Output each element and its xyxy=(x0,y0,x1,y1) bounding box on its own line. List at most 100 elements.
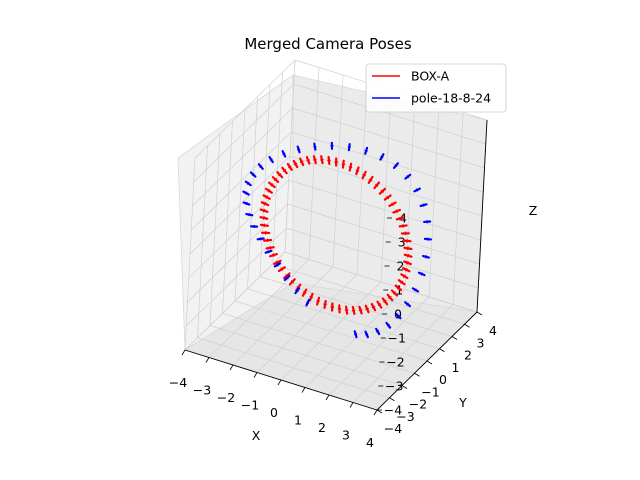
y-tick xyxy=(414,372,420,377)
x-tick xyxy=(253,372,258,378)
x-tick xyxy=(373,409,378,416)
pose-axis-pole xyxy=(420,272,423,276)
grid-line xyxy=(452,112,464,305)
z-axis-label: Z xyxy=(529,203,538,218)
x-tick-label: 2 xyxy=(318,420,326,435)
pose-axis-box-a xyxy=(267,188,271,193)
y-tick xyxy=(389,397,395,402)
pose-axis-pole xyxy=(267,250,270,254)
legend-box xyxy=(365,63,507,113)
pose-axis-box-a xyxy=(316,300,320,303)
pose-axis-pole xyxy=(244,191,248,195)
pose-axis-box-a xyxy=(262,216,265,220)
pose-axis-pole xyxy=(248,213,251,217)
pose-axis-pole xyxy=(394,164,398,168)
x-tick xyxy=(205,357,210,363)
grid-line xyxy=(192,107,293,207)
z-tick-label: −4 xyxy=(384,403,402,418)
grid-line xyxy=(194,59,296,159)
pose-axis-box-a xyxy=(407,253,410,258)
y-tick-label: 2 xyxy=(464,348,472,363)
pose-axis-box-a xyxy=(272,253,275,258)
pose-axis-box-a xyxy=(276,260,279,265)
x-tick-label: 4 xyxy=(366,435,374,450)
pose-axis-box-a xyxy=(355,169,360,172)
pose-axis-pole xyxy=(251,173,255,177)
y-tick xyxy=(451,336,458,340)
x-tick xyxy=(181,349,186,356)
pose-axis-box-a xyxy=(263,201,267,206)
x-tick-label: −1 xyxy=(241,398,259,413)
pose-axis-box-a xyxy=(273,177,278,182)
pose-axis-box-a xyxy=(395,209,398,214)
pose-axis-pole xyxy=(276,263,279,267)
y-tick xyxy=(439,348,445,353)
pose-axis-pole xyxy=(415,188,419,192)
pose-axis-box-a xyxy=(377,303,382,307)
pose-axis-box-a xyxy=(270,183,274,187)
pose-axis-box-a xyxy=(400,280,404,285)
pose-axis-pole xyxy=(353,333,358,336)
pose-axis-box-a xyxy=(386,195,390,200)
grid-line xyxy=(292,107,485,169)
z-tick-label: 3 xyxy=(398,235,406,250)
pose-axis-box-a xyxy=(265,195,269,199)
grid-line xyxy=(259,276,453,337)
pose-axis-box-a xyxy=(282,168,287,173)
y-tick-label: 4 xyxy=(489,323,497,338)
pose-axis-box-a xyxy=(348,166,353,169)
axes-panes xyxy=(177,74,488,411)
grid-line xyxy=(234,300,428,362)
pose-axis-box-a xyxy=(351,309,356,312)
pose-axis-box-a xyxy=(368,178,373,182)
pose-axis-box-a xyxy=(262,208,266,213)
grid-line xyxy=(191,131,292,231)
x-tick-label: −2 xyxy=(217,390,235,405)
camera-poses xyxy=(242,141,432,339)
pose-axis-box-a xyxy=(358,308,363,312)
grid-line xyxy=(193,83,294,183)
pose-axis-pole xyxy=(386,323,390,327)
grid-line xyxy=(189,155,291,255)
x-tick xyxy=(277,379,282,386)
grid-line xyxy=(247,96,258,289)
pose-axis-box-a xyxy=(371,305,376,309)
grid-line xyxy=(289,155,483,217)
y-tick-label: 3 xyxy=(477,335,485,350)
pose-axis-box-a xyxy=(375,183,379,187)
z-axis-line xyxy=(476,119,488,313)
pose-axis-box-a xyxy=(309,295,314,299)
pose-axis-box-a xyxy=(299,160,304,164)
pose-axis-pole xyxy=(365,333,369,336)
x-tick-label: −4 xyxy=(169,375,187,390)
grid-line xyxy=(259,84,271,277)
pose-axis-pole xyxy=(422,203,425,207)
z-tick-label: −1 xyxy=(388,331,406,346)
pose-axis-box-a xyxy=(362,173,366,177)
x-tick xyxy=(349,402,354,408)
x-tick-label: 0 xyxy=(270,405,278,420)
pose-axis-pole xyxy=(406,302,409,306)
pose-axis-box-a xyxy=(402,274,406,278)
grid-line xyxy=(284,251,478,313)
pose-axis-pole xyxy=(414,288,417,292)
pose-axis-box-a xyxy=(404,267,408,272)
pose-axis-pole xyxy=(425,255,427,259)
grid-line xyxy=(404,97,416,290)
y-axis-label: Y xyxy=(458,395,467,410)
x-axis-label: X xyxy=(252,428,261,443)
pose-axis-box-a xyxy=(306,159,310,162)
pose-axis-box-a xyxy=(293,162,298,166)
pose-axis-box-a xyxy=(392,291,397,295)
pose-axis-box-a xyxy=(406,246,409,251)
pose-axis-box-a xyxy=(406,260,409,265)
tick-labels: −4−4−4−3−3−3−2−2−2−1−1−1000111222333444 xyxy=(169,211,497,451)
y-tick xyxy=(401,385,408,389)
pose-axis-box-a xyxy=(269,245,272,250)
x-tick xyxy=(229,364,234,371)
pose-axis-pole xyxy=(376,330,380,333)
x-tick-label: −3 xyxy=(193,383,211,398)
pose-axis-box-a xyxy=(383,299,387,303)
pose-axis-pole xyxy=(296,148,301,151)
